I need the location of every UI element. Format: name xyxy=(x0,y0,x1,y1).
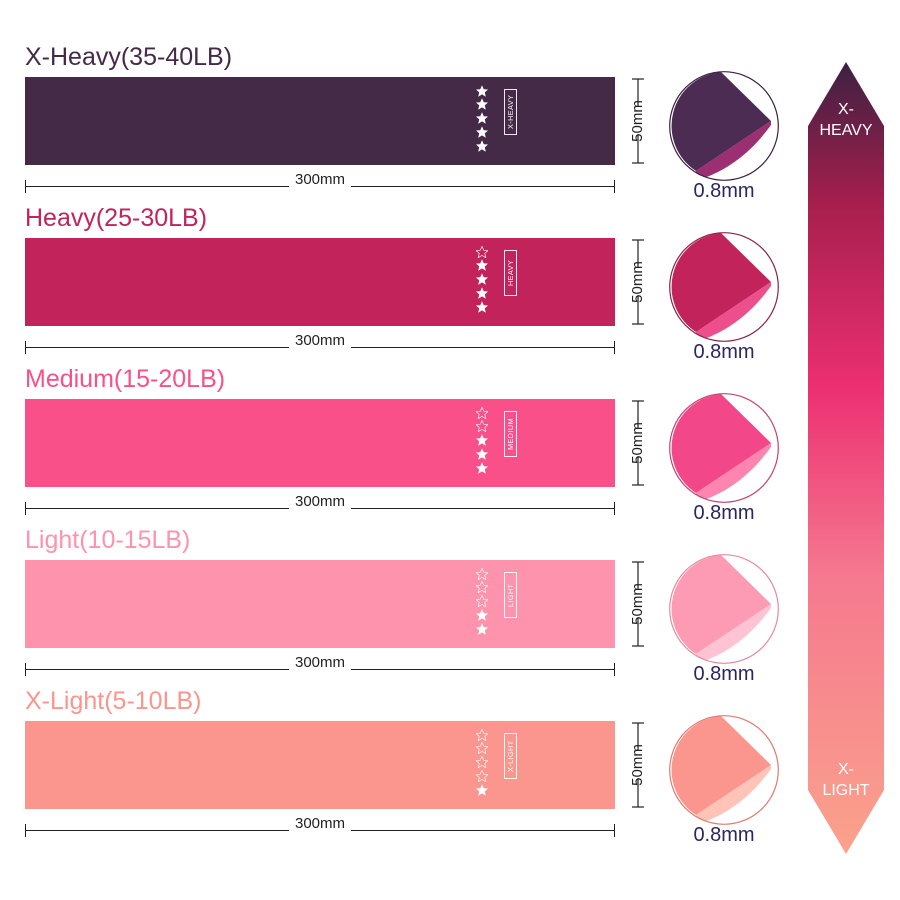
svg-text:50mm: 50mm xyxy=(629,100,646,142)
svg-text:50mm: 50mm xyxy=(629,744,646,786)
svg-text:50mm: 50mm xyxy=(629,261,646,303)
svg-text:50mm: 50mm xyxy=(629,583,646,625)
svg-text:50mm: 50mm xyxy=(629,422,646,464)
